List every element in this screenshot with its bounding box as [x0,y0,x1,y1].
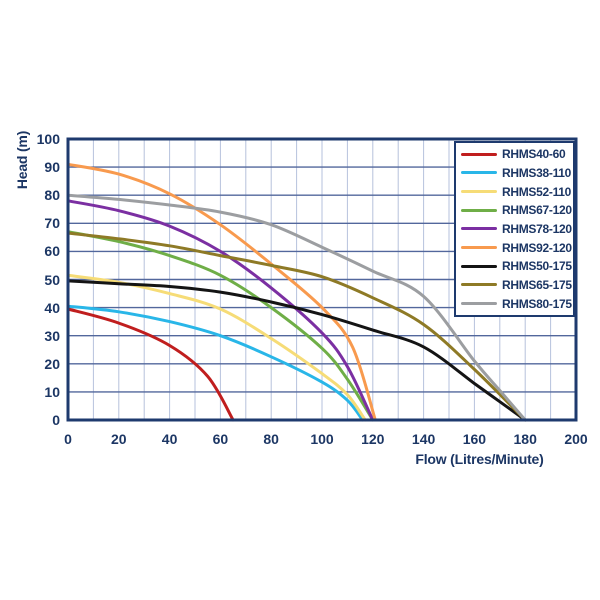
curve-RHMS67-120 [66,230,375,422]
y-tick-label: 30 [44,327,60,344]
x-tick-label: 160 [462,431,487,447]
curve-RHMS38-110 [66,304,365,422]
legend-line-icon [461,283,497,287]
x-tick-label: 0 [64,431,72,447]
legend-item-RHMS38-110: RHMS38-110 [461,164,571,181]
legend-item-RHMS67-120: RHMS67-120 [461,202,572,219]
x-tick-label: 40 [161,431,178,447]
legend-line-icon [461,152,497,156]
x-tick-label: 100 [310,431,334,447]
y-tick-label: 100 [36,131,60,147]
legend-item-RHMS50-175: RHMS50-175 [461,258,572,275]
legend-item-RHMS78-120: RHMS78-120 [461,220,572,237]
x-tick-label: 20 [111,431,127,447]
legend-item-RHMS80-175: RHMS80-175 [461,295,572,312]
x-tick-label: 140 [411,431,436,447]
curve-RHMS65-175 [66,231,527,422]
legend-line-icon [461,264,497,268]
x-tick-label: 60 [212,431,229,447]
curve-RHMS92-120 [66,162,377,422]
legend-label: RHMS40-60 [502,147,566,162]
y-tick-label: 90 [44,159,60,176]
legend-label: RHMS65-175 [502,277,572,292]
y-tick-label: 40 [44,299,60,316]
y-tick-label: 0 [52,412,60,428]
legend: RHMS40-60 RHMS38-110 RHMS52-110 RHMS67-120 R… [454,141,575,317]
legend-item-RHMS92-120: RHMS92-120 [461,239,572,256]
legend-line-icon [461,208,497,212]
y-tick-label: 80 [44,187,60,204]
legend-label: RHMS80-175 [502,296,572,311]
x-tick-label: 180 [513,431,537,447]
y-tick-label: 70 [44,215,60,232]
x-axis-title: Flow (Litres/Minute) [415,451,544,467]
legend-label: RHMS52-110 [502,184,572,199]
legend-line-icon [461,190,497,194]
curve-RHMS80-175 [66,193,527,422]
x-tick-label: 200 [564,431,588,447]
legend-item-RHMS65-175: RHMS65-175 [461,276,572,293]
y-tick-label: 10 [44,383,60,400]
legend-label: RHMS78-120 [502,221,572,236]
legend-label: RHMS50-175 [502,259,572,274]
legend-label: RHMS38-110 [502,165,572,180]
legend-line-icon [461,302,497,306]
plot-border [66,137,578,422]
curve-RHMS78-120 [66,199,375,422]
legend-label: RHMS92-120 [502,240,572,255]
legend-item-RHMS40-60: RHMS40-60 [461,146,571,163]
y-tick-label: 20 [44,355,60,372]
legend-item-RHMS52-110: RHMS52-110 [461,183,571,200]
y-tick-label: 60 [44,243,60,260]
curve-RHMS40-60 [66,307,235,422]
legend-line-icon [461,171,497,175]
legend-line-icon [461,227,497,231]
legend-label: RHMS67-120 [502,203,572,218]
x-tick-label: 80 [263,431,279,447]
curve-RHMS50-175 [66,279,527,422]
x-tick-label: 120 [361,431,385,447]
legend-line-icon [461,246,497,250]
y-tick-label: 50 [44,271,60,288]
